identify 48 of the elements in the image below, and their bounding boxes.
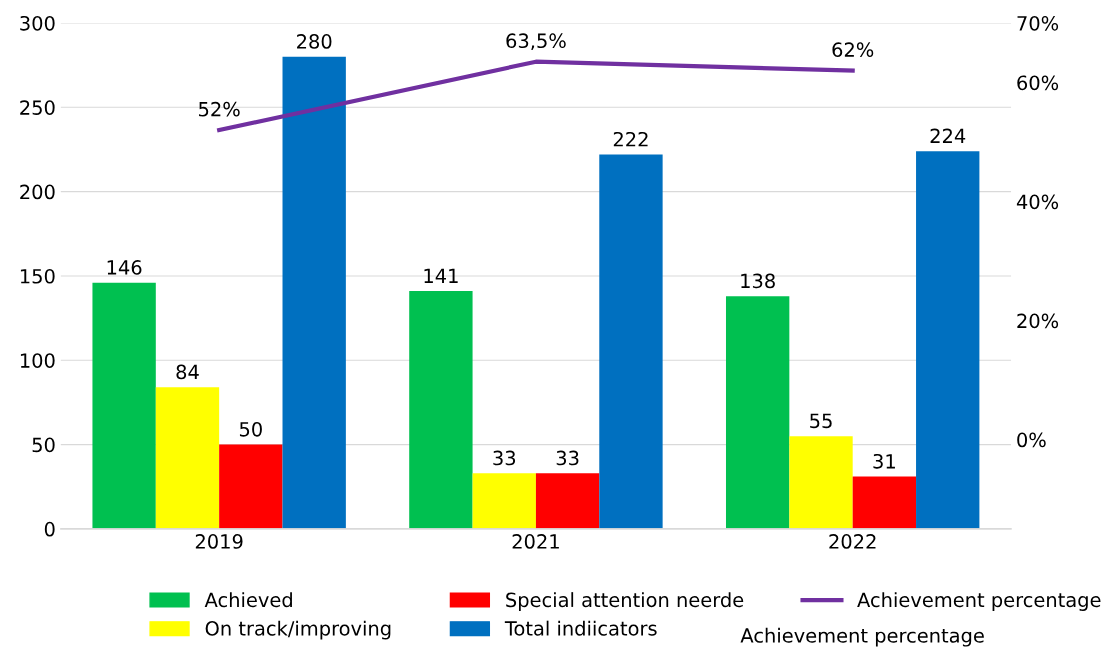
data-label: 55 (810, 413, 832, 429)
data-label: 224 (930, 128, 966, 143)
data-label: 63,5% (506, 33, 566, 51)
bar (789, 436, 853, 529)
y2-tick-label: 20% (1017, 313, 1059, 329)
y-tick-label: 100 (20, 353, 55, 368)
legend-label: Total indiicators (504, 620, 657, 636)
y-tick-label: 200 (20, 184, 55, 200)
data-label: 33 (556, 450, 579, 466)
y-tick-label: 0 (44, 521, 55, 537)
y2-tick-label: 70% (1017, 15, 1059, 31)
x-tick-label: 2019 (195, 534, 243, 549)
data-label: 146 (107, 260, 142, 275)
data-label: 31 (873, 453, 895, 469)
legend-label: On track/improving (205, 620, 391, 640)
y2-tick-label: 60% (1017, 75, 1059, 91)
bar (219, 444, 283, 529)
data-label: 62% (832, 42, 874, 57)
data-label: 50 (239, 421, 262, 437)
data-label: 84 (176, 364, 199, 380)
bar (155, 387, 220, 529)
y2-tick-label: 40% (1016, 194, 1059, 210)
text: Achievement percentage (740, 627, 984, 647)
y-tick-label: 250 (20, 100, 55, 115)
y2-tick-label: 0% (1017, 432, 1046, 448)
data-label: 141 (424, 268, 458, 283)
bar (916, 151, 980, 529)
bar (725, 296, 790, 529)
legend-label: Achieved (204, 592, 292, 608)
x-tick-label: 2021 (512, 534, 559, 549)
bar (282, 56, 346, 529)
data-label: 222 (613, 131, 648, 147)
legend-label: Special attention neerde (506, 592, 744, 611)
bar (535, 473, 600, 529)
bar (92, 282, 156, 529)
y-tick-label: 150 (20, 268, 55, 284)
bar (852, 476, 917, 529)
data-label: 33 (493, 450, 516, 466)
x-tick-label: 2022 (829, 534, 876, 549)
data-label: 52% (199, 101, 240, 117)
data-label: 280 (297, 34, 332, 49)
bar (409, 291, 473, 529)
bar (472, 473, 536, 529)
data-label: 138 (741, 273, 775, 289)
y-tick-label: 50 (32, 437, 55, 453)
bar (599, 154, 663, 529)
legend-label: Achievement percentage (857, 592, 1101, 611)
y-tick-label: 300 (20, 15, 55, 31)
